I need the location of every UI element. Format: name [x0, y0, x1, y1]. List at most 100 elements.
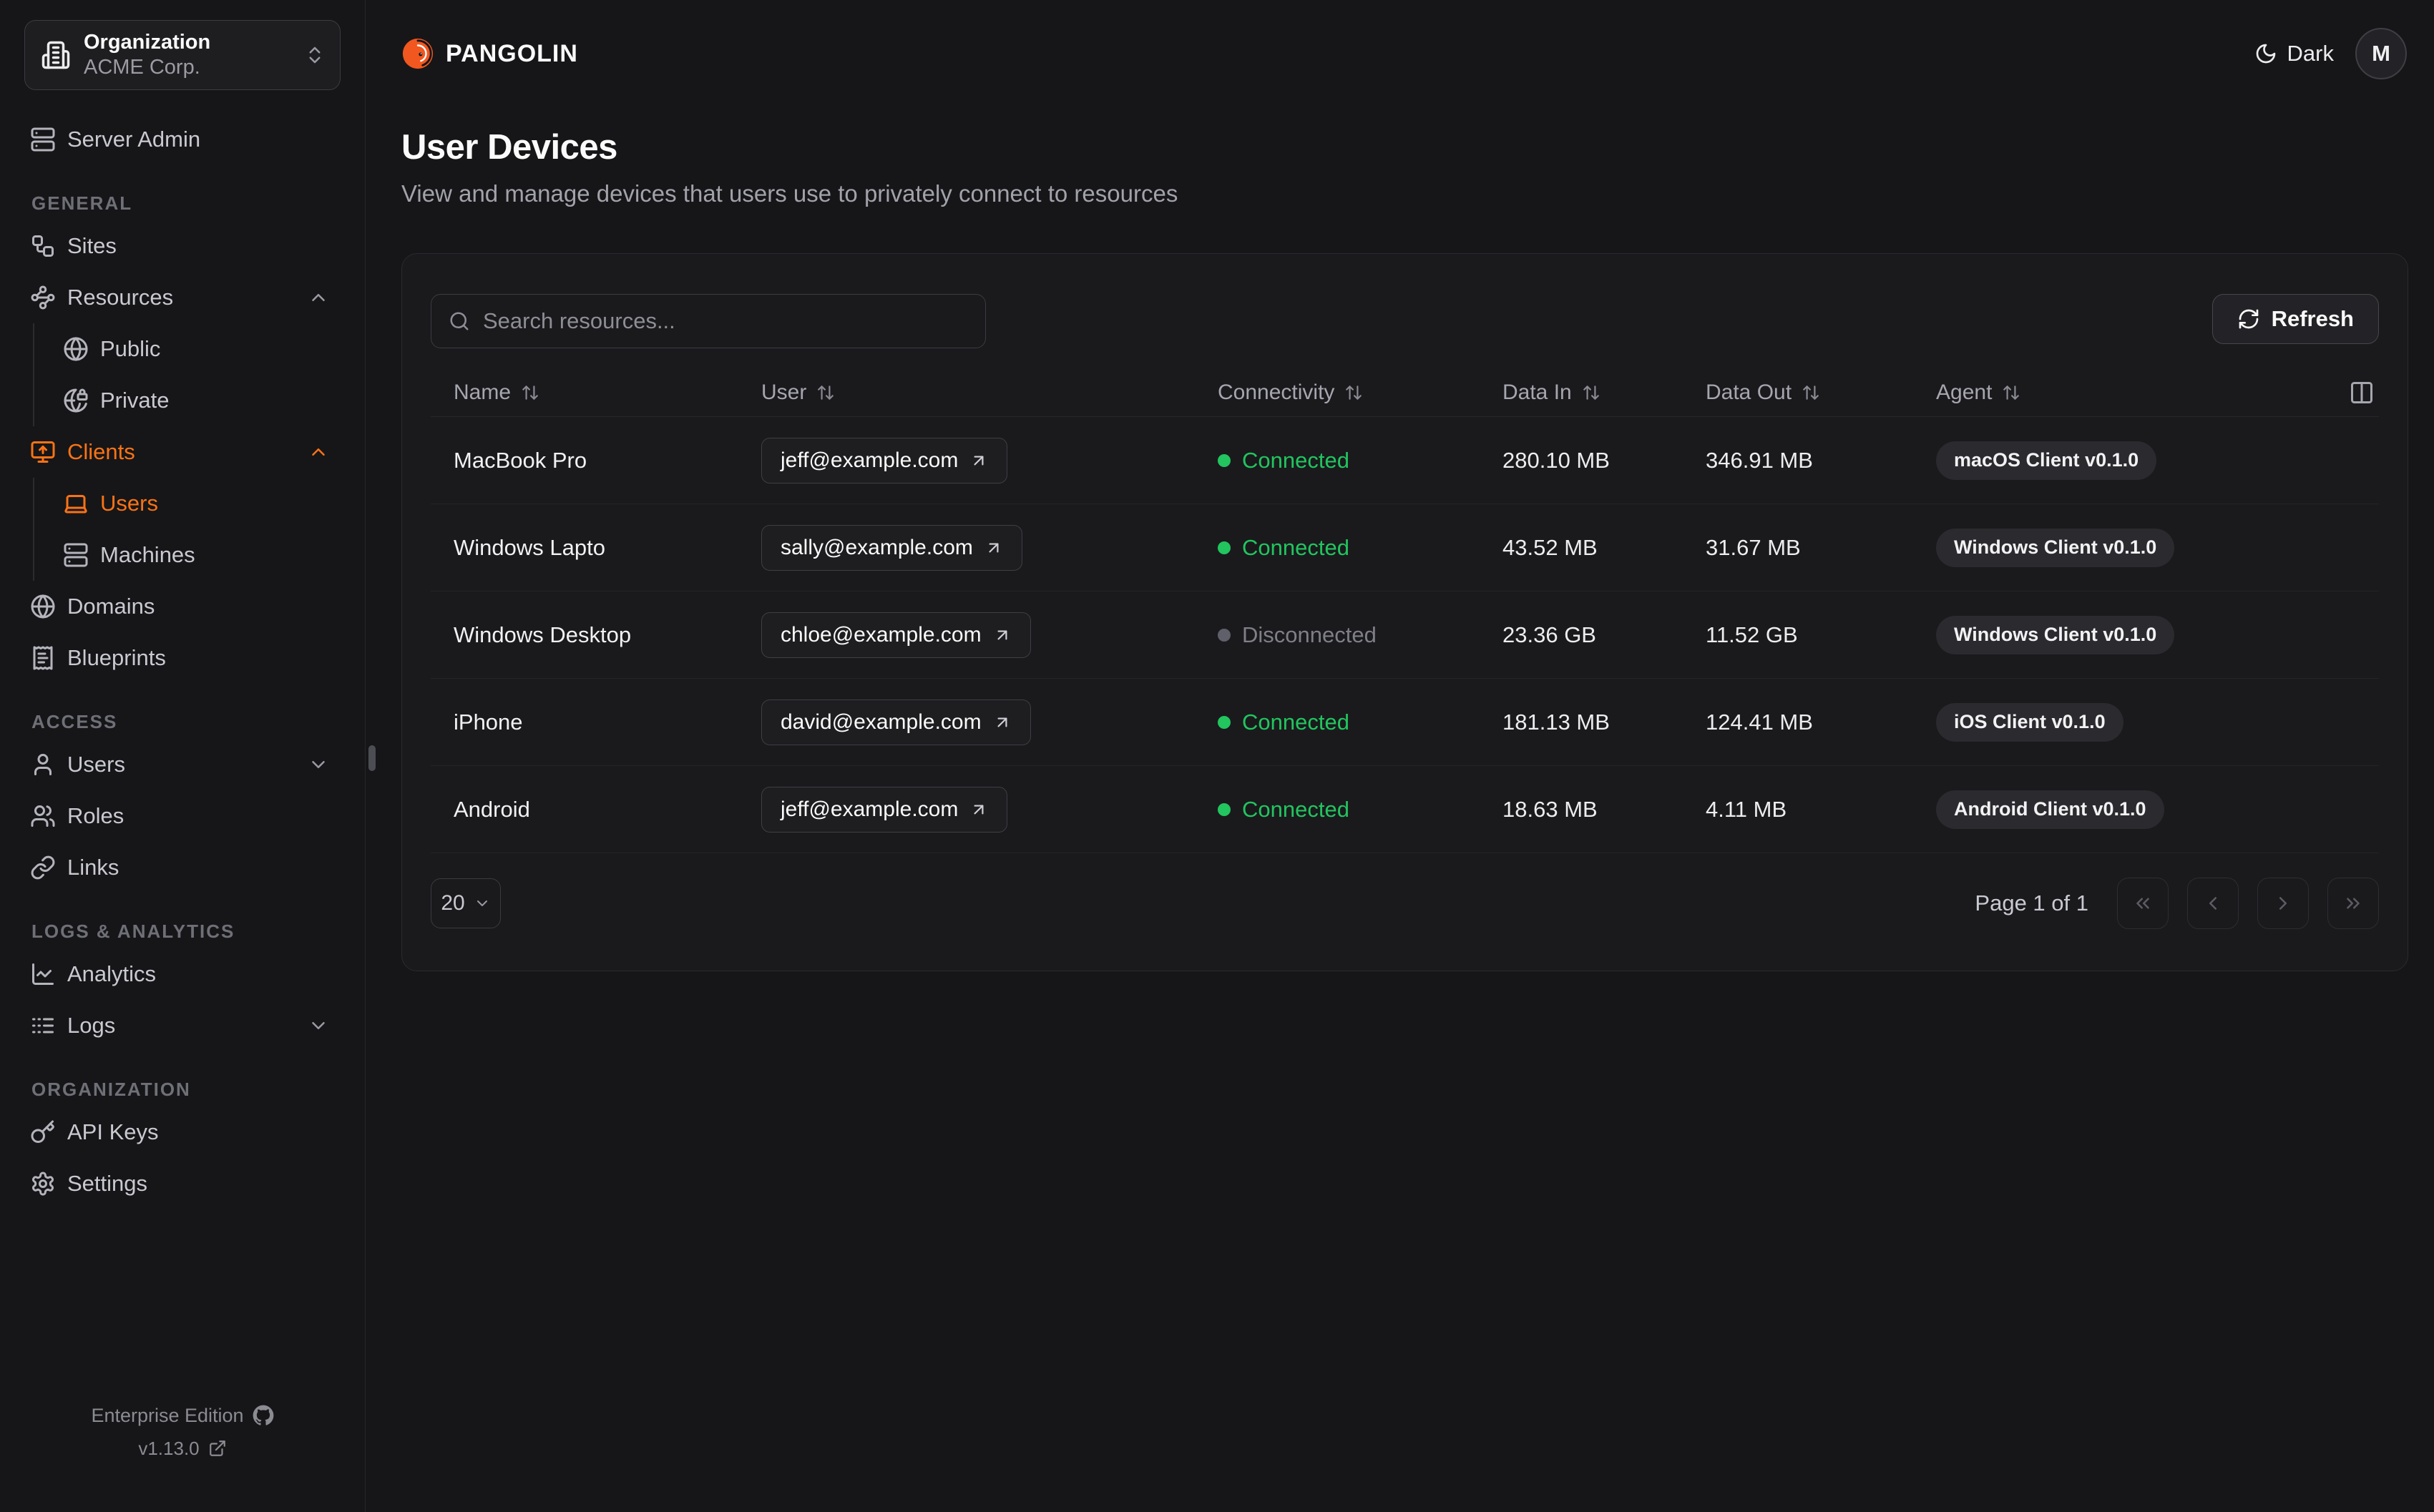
- chevron-down-icon: [308, 1015, 329, 1036]
- sidebar-item-server-admin[interactable]: Server Admin: [24, 114, 341, 165]
- column-header-agent[interactable]: Agent: [1913, 381, 2314, 405]
- sidebar-item-machines[interactable]: Machines: [59, 529, 341, 581]
- avatar-initial: M: [2372, 41, 2390, 66]
- sidebar-item-roles[interactable]: Roles: [24, 790, 341, 842]
- status-dot: [1218, 628, 1231, 642]
- sidebar-item-users[interactable]: Users: [24, 739, 341, 790]
- pagination-controls: Page 1 of 1: [1975, 878, 2379, 929]
- arrow-up-right-icon: [969, 800, 988, 819]
- user-cell: david@example.com: [738, 699, 1195, 745]
- columns-toggle[interactable]: [2342, 380, 2379, 406]
- sidebar-item-clients[interactable]: Clients: [24, 426, 341, 478]
- arrow-up-right-icon: [993, 713, 1012, 732]
- topbar-right: Dark M: [2254, 28, 2407, 79]
- data-in-value: 23.36 GB: [1502, 622, 1596, 647]
- agent-cell: iOS Client v0.1.0: [1913, 702, 2314, 742]
- sort-icon: [1802, 383, 1820, 402]
- refresh-button[interactable]: Refresh: [2211, 294, 2379, 344]
- sidebar-nav: Server Admin GENERAL Sites Resources Pub…: [24, 114, 341, 1209]
- resources-subtree: Public Private: [33, 323, 341, 426]
- search-input[interactable]: [483, 308, 968, 334]
- sidebar-item-links[interactable]: Links: [24, 842, 341, 893]
- data-in-value: 280.10 MB: [1502, 447, 1610, 473]
- table-row: Android jeff@example.com Connected 18.63…: [431, 766, 2379, 853]
- sidebar-item-api-keys[interactable]: API Keys: [24, 1106, 341, 1158]
- sidebar-item-logs[interactable]: Logs: [24, 1000, 341, 1051]
- column-header-user[interactable]: User: [738, 381, 1195, 405]
- theme-toggle-label: Dark: [2287, 41, 2334, 66]
- version-line[interactable]: v1.13.0: [0, 1432, 365, 1465]
- sort-icon: [1582, 383, 1600, 402]
- table-row: Windows Desktop chloe@example.com Discon…: [431, 591, 2379, 679]
- sidebar-item-private[interactable]: Private: [59, 375, 341, 426]
- sort-icon: [1344, 383, 1363, 402]
- avatar[interactable]: M: [2355, 28, 2407, 79]
- chevron-right-icon: [2272, 893, 2294, 914]
- laptop-icon: [63, 491, 89, 516]
- status-badge: Connected: [1195, 448, 1480, 473]
- status-dot: [1218, 453, 1231, 467]
- sort-icon: [2002, 383, 2020, 402]
- sidebar-item-analytics[interactable]: Analytics: [24, 948, 341, 1000]
- column-header-connectivity[interactable]: Connectivity: [1195, 381, 1480, 405]
- org-selector[interactable]: Organization ACME Corp.: [24, 20, 341, 90]
- column-header-data-in[interactable]: Data In: [1480, 381, 1683, 405]
- moon-icon: [2254, 42, 2277, 65]
- data-in-value: 18.63 MB: [1502, 796, 1598, 822]
- data-out-value: 11.52 GB: [1706, 622, 1798, 647]
- user-link-button[interactable]: david@example.com: [761, 699, 1031, 745]
- status-badge: Connected: [1195, 710, 1480, 735]
- sidebar-item-resources[interactable]: Resources: [24, 272, 341, 323]
- column-header-data-out[interactable]: Data Out: [1683, 381, 1913, 405]
- sidebar-scrollbar[interactable]: [368, 745, 376, 771]
- first-page-button[interactable]: [2117, 878, 2169, 929]
- data-out-value: 31.67 MB: [1706, 534, 1801, 560]
- edition-line[interactable]: Enterprise Edition: [0, 1399, 365, 1432]
- sidebar-item-domains[interactable]: Domains: [24, 581, 341, 632]
- sidebar-item-blueprints[interactable]: Blueprints: [24, 632, 341, 684]
- agent-badge: iOS Client v0.1.0: [1936, 702, 2123, 742]
- chevrons-right-icon: [2342, 893, 2364, 914]
- chevron-up-icon: [308, 287, 329, 308]
- user-link-button[interactable]: chloe@example.com: [761, 612, 1031, 658]
- section-logs-analytics: LOGS & ANALYTICS: [31, 921, 235, 942]
- last-page-button[interactable]: [2327, 878, 2379, 929]
- user-link-button[interactable]: jeff@example.com: [761, 786, 1008, 833]
- sidebar-item-clients-users[interactable]: Users: [59, 478, 341, 529]
- globe-icon: [30, 594, 56, 619]
- column-header-name[interactable]: Name: [431, 381, 738, 405]
- sites-icon: [30, 233, 56, 259]
- monitor-up-icon: [30, 439, 56, 465]
- table-row: iPhone david@example.com Connected 181.1…: [431, 679, 2379, 766]
- table-row: MacBook Pro jeff@example.com Connected 2…: [431, 417, 2379, 504]
- sidebar-item-sites[interactable]: Sites: [24, 220, 341, 272]
- user-cell: sally@example.com: [738, 524, 1195, 571]
- status-dot: [1218, 541, 1231, 554]
- prev-page-button[interactable]: [2187, 878, 2239, 929]
- version-label: v1.13.0: [138, 1437, 200, 1459]
- page-size-value: 20: [441, 891, 465, 915]
- chevrons-left-icon: [2132, 893, 2154, 914]
- sidebar-item-settings[interactable]: Settings: [24, 1158, 341, 1209]
- devices-card: Refresh Name User Connectivity Data In: [401, 253, 2408, 971]
- page-size-select[interactable]: 20: [431, 878, 501, 928]
- data-out-value: 124.41 MB: [1706, 709, 1813, 735]
- arrow-up-right-icon: [984, 539, 1003, 557]
- user-link-button[interactable]: jeff@example.com: [761, 437, 1008, 483]
- user-link-button[interactable]: sally@example.com: [761, 524, 1022, 571]
- theme-toggle[interactable]: Dark: [2254, 41, 2334, 67]
- next-page-button[interactable]: [2257, 878, 2309, 929]
- agent-cell: Windows Client v0.1.0: [1913, 528, 2314, 567]
- globe-icon: [63, 336, 89, 362]
- section-organization: ORGANIZATION: [31, 1079, 191, 1100]
- sort-icon: [816, 383, 835, 402]
- chevron-up-icon: [308, 441, 329, 463]
- brand[interactable]: PANGOLIN: [401, 37, 578, 70]
- github-icon: [253, 1405, 274, 1426]
- link-icon: [30, 855, 56, 880]
- sidebar-item-public[interactable]: Public: [59, 323, 341, 375]
- columns-icon: [2349, 380, 2375, 406]
- table-header-row: Name User Connectivity Data In Data Out: [431, 368, 2379, 417]
- chevron-down-icon: [474, 895, 491, 912]
